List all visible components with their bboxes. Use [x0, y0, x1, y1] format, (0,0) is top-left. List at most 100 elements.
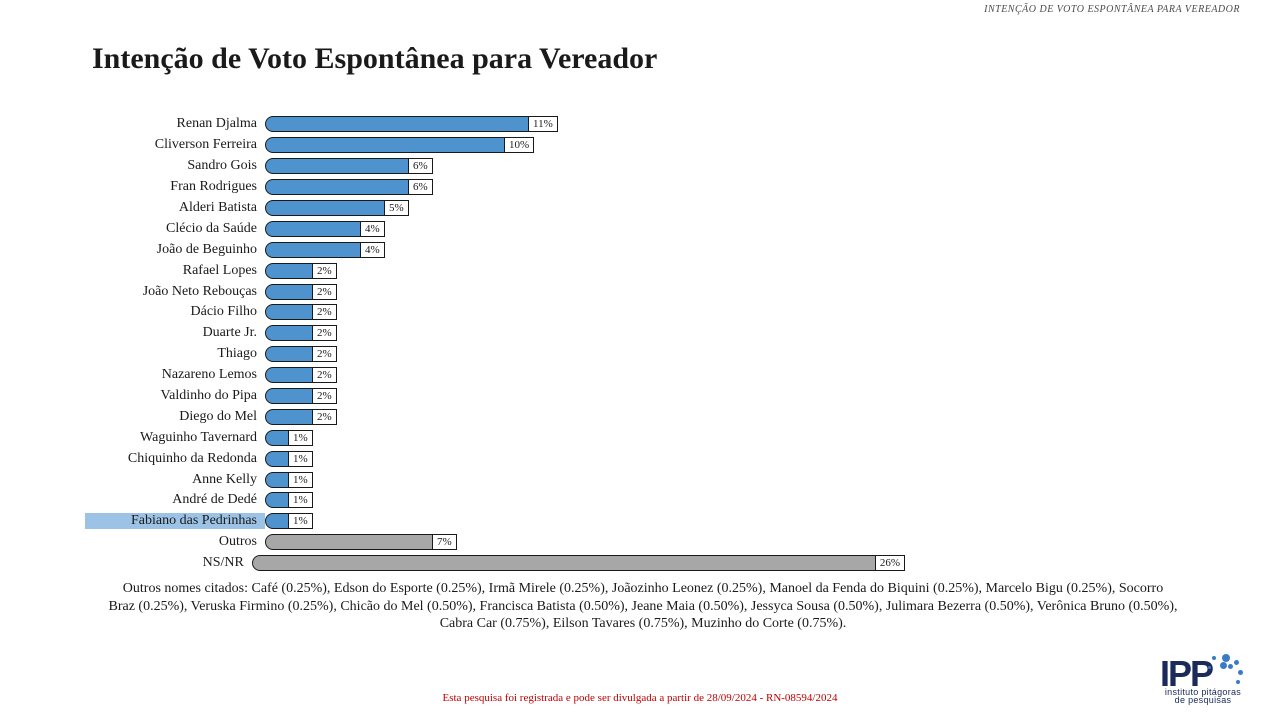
pct-label: 5%: [385, 200, 409, 216]
bar: [265, 388, 313, 404]
bar-area: 1%: [265, 472, 905, 488]
candidate-label: Thiago: [85, 346, 265, 362]
bar: [265, 409, 313, 425]
candidate-label: Rafael Lopes: [85, 263, 265, 279]
logo-text: IPP: [1160, 652, 1246, 690]
bar-area: 2%: [265, 325, 905, 341]
bar: [265, 325, 313, 341]
bar: [265, 534, 433, 550]
candidate-label: Outros: [85, 534, 265, 550]
candidate-label: Nazareno Lemos: [85, 367, 265, 383]
chart-row: João Neto Rebouças 2%: [85, 281, 905, 302]
candidate-label: Anne Kelly: [85, 472, 265, 488]
bar: [265, 472, 289, 488]
bar-area: 2%: [265, 284, 905, 300]
pct-label: 2%: [313, 367, 337, 383]
chart-row: Diego do Mel 2%: [85, 406, 905, 427]
chart-row: Clécio da Saúde 4%: [85, 218, 905, 239]
bar: [265, 451, 289, 467]
bar-area: 2%: [265, 409, 905, 425]
bar-area: 2%: [265, 304, 905, 320]
registration-notice: Esta pesquisa foi registrada e pode ser …: [0, 692, 1280, 704]
chart-row: Waguinho Tavernard 1%: [85, 427, 905, 448]
bar-area: 11%: [265, 116, 905, 132]
chart-row: Rafael Lopes 2%: [85, 260, 905, 281]
pct-label: 6%: [409, 179, 433, 195]
logo-dots-icon: [1208, 652, 1246, 690]
pct-label: 1%: [289, 492, 313, 508]
bar-area: 7%: [265, 534, 905, 550]
bar: [265, 513, 289, 529]
chart-row: Chiquinho da Redonda 1%: [85, 448, 905, 469]
pct-label: 7%: [433, 534, 457, 550]
bar-area: 4%: [265, 242, 905, 258]
candidate-label: João de Beguinho: [85, 242, 265, 258]
chart-row: André de Dedé 1%: [85, 490, 905, 511]
chart-row: Anne Kelly1%: [85, 469, 905, 490]
pct-label: 4%: [361, 242, 385, 258]
pct-label: 1%: [289, 451, 313, 467]
pct-label: 2%: [313, 346, 337, 362]
bar-area: 2%: [265, 367, 905, 383]
chart-row: Fabiano das Pedrinhas1%: [85, 511, 905, 532]
candidate-label: João Neto Rebouças: [85, 284, 265, 300]
chart-row: Outros 7%: [85, 532, 905, 553]
chart-row: João de Beguinho 4%: [85, 239, 905, 260]
candidate-label: Duarte Jr.: [85, 325, 265, 341]
logo: IPP instituto pitágoras de pesquisas: [1160, 652, 1246, 706]
candidate-label: Renan Djalma: [85, 116, 265, 132]
chart-row: Fran Rodrigues 6%: [85, 177, 905, 198]
pct-label: 2%: [313, 284, 337, 300]
candidate-label: Valdinho do Pipa: [85, 388, 265, 404]
bar: [265, 492, 289, 508]
bar-area: 2%: [265, 388, 905, 404]
bar-area: 1%: [265, 492, 905, 508]
pct-label: 2%: [313, 388, 337, 404]
candidate-label: Clécio da Saúde: [85, 221, 265, 237]
chart-row: Duarte Jr.2%: [85, 323, 905, 344]
pct-label: 26%: [876, 555, 905, 571]
bar-area: 4%: [265, 221, 905, 237]
candidate-label: André de Dedé: [85, 492, 265, 508]
pct-label: 6%: [409, 158, 433, 174]
bar-area: 10%: [265, 137, 905, 153]
pct-label: 2%: [313, 409, 337, 425]
pct-label: 2%: [313, 263, 337, 279]
bar: [265, 346, 313, 362]
chart-row: Cliverson Ferreira 10%: [85, 135, 905, 156]
footnote-others: Outros nomes citados: Café (0.25%), Edso…: [108, 580, 1178, 633]
candidate-label: Fran Rodrigues: [85, 179, 265, 195]
bar: [265, 158, 409, 174]
candidate-label: Waguinho Tavernard: [85, 430, 265, 446]
bar: [265, 242, 361, 258]
pct-label: 4%: [361, 221, 385, 237]
candidate-label: NS/NR: [85, 555, 252, 571]
bar: [265, 221, 361, 237]
pct-label: 1%: [289, 430, 313, 446]
page-title: Intenção de Voto Espontânea para Vereado…: [92, 42, 657, 76]
bar: [252, 555, 876, 571]
chart-row: Dácio Filho2%: [85, 302, 905, 323]
bar: [265, 367, 313, 383]
chart-row: NS/NR 26%: [85, 553, 905, 574]
candidate-label: Cliverson Ferreira: [85, 137, 265, 153]
bar-area: 6%: [265, 179, 905, 195]
page-header-small: INTENÇÃO DE VOTO ESPONTÂNEA PARA VEREADO…: [984, 4, 1240, 15]
candidate-label: Alderi Batista: [85, 200, 265, 216]
bar-area: 1%: [265, 451, 905, 467]
pct-label: 10%: [505, 137, 534, 153]
chart-row: Renan Djalma11%: [85, 114, 905, 135]
bar: [265, 263, 313, 279]
bar-area: 2%: [265, 346, 905, 362]
bar-area: 1%: [265, 430, 905, 446]
bar-area: 2%: [265, 263, 905, 279]
candidate-label: Chiquinho da Redonda: [85, 451, 265, 467]
bar-chart: Renan Djalma11%Cliverson Ferreira10%Sand…: [85, 114, 905, 574]
bar-area: 5%: [265, 200, 905, 216]
candidate-label: Dácio Filho: [85, 304, 265, 320]
bar: [265, 179, 409, 195]
candidate-label: Diego do Mel: [85, 409, 265, 425]
chart-row: Alderi Batista 5%: [85, 198, 905, 219]
logo-letters: IPP: [1160, 658, 1212, 690]
candidate-label: Sandro Gois: [85, 158, 265, 174]
